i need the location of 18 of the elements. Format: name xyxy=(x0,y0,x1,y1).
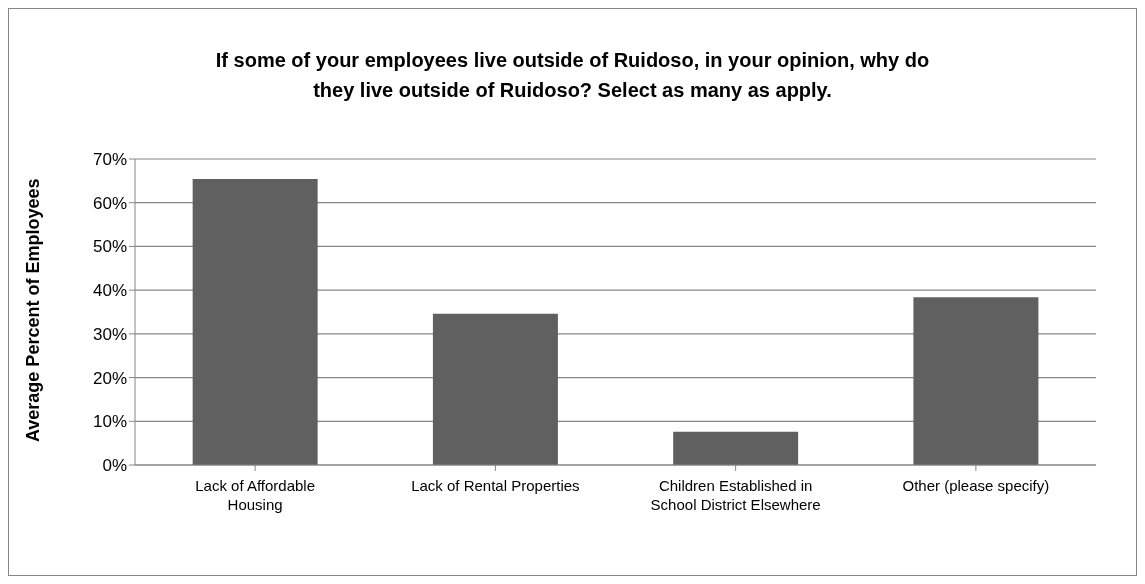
x-tick-label: Lack of Rental Properties xyxy=(411,477,580,494)
x-tick-label: Other (please specify) xyxy=(902,477,1050,494)
y-tick-label: 50% xyxy=(92,237,127,257)
y-tick-label: 60% xyxy=(92,193,127,213)
y-tick-label: 0% xyxy=(102,456,127,476)
x-tick-label: Children Established in School District Elsewhere xyxy=(650,477,821,513)
bar xyxy=(673,431,799,465)
bar xyxy=(432,313,558,465)
y-tick-label: 70% xyxy=(92,150,127,170)
y-tick-label: 10% xyxy=(92,412,127,432)
y-tick-label: 20% xyxy=(92,368,127,388)
y-axis-title: Average Percent of Employees xyxy=(23,178,44,442)
chart-title: If some of your employees live outside of Ruidoso, in your opinion, why do they live outside of Ruidoso? Select as many as apply. xyxy=(214,48,931,103)
y-tick-label: 30% xyxy=(92,324,127,344)
bar xyxy=(192,179,318,465)
bar xyxy=(913,297,1039,465)
y-tick-label: 40% xyxy=(92,281,127,301)
x-tick-label: Lack of Affordable Housing xyxy=(195,477,316,513)
